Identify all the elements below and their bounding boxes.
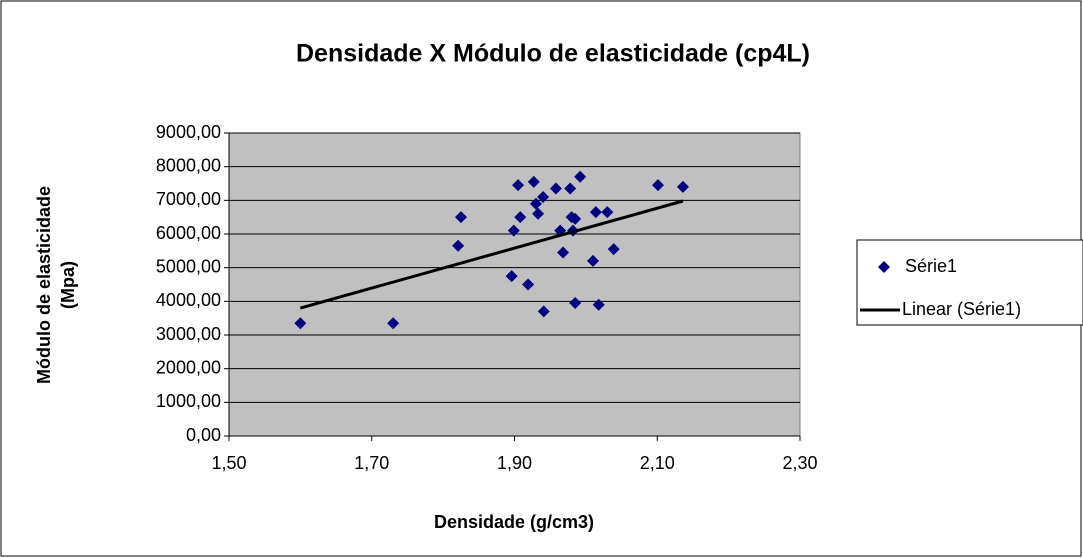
point: [676, 180, 689, 193]
y-axis-label-line: (Mpa): [58, 261, 78, 309]
legend-marker: [878, 261, 890, 273]
point: [549, 182, 562, 195]
point: [532, 207, 545, 220]
point: [607, 243, 620, 256]
point: [522, 278, 535, 291]
y-axis-label-line: Módulo de elasticidade: [34, 186, 54, 384]
y-tick-label: 6000,00: [156, 223, 221, 243]
point: [507, 224, 520, 237]
point: [505, 270, 518, 283]
plot-area: [228, 132, 801, 437]
point: [557, 246, 570, 259]
point: [564, 182, 577, 195]
point: [514, 211, 527, 224]
y-tick-label: 7000,00: [156, 189, 221, 209]
point: [454, 211, 467, 224]
point: [529, 197, 542, 210]
point: [537, 305, 550, 318]
y-tick-label: 1000,00: [156, 391, 221, 411]
y-tick-label: 5000,00: [156, 256, 221, 276]
point: [387, 317, 400, 330]
x-tick-label: 1,50: [211, 453, 246, 473]
y-axis-label: Módulo de elasticidade (Mpa): [34, 186, 78, 384]
y-tick-label: 8000,00: [156, 155, 221, 175]
point: [452, 239, 465, 252]
trend-line: [299, 199, 684, 310]
y-tick-label: 4000,00: [156, 290, 221, 310]
point: [527, 175, 540, 188]
x-tick-label: 1,70: [354, 453, 389, 473]
legend-label: Linear (Série1): [902, 299, 1021, 319]
y-tick-label: 9000,00: [156, 122, 221, 142]
point: [651, 179, 664, 192]
point: [569, 297, 582, 310]
y-tick-label: 2000,00: [156, 357, 221, 377]
point: [589, 206, 602, 219]
x-tick-label: 2,10: [640, 453, 675, 473]
point: [569, 212, 582, 225]
point: [537, 190, 550, 203]
point: [512, 179, 525, 192]
y-tick-label: 0,00: [186, 425, 221, 445]
legend-label: Série1: [905, 256, 957, 276]
y-tick-label: 3000,00: [156, 324, 221, 344]
x-tick-label: 2,30: [782, 453, 817, 473]
point: [592, 298, 605, 311]
x-axis-label: Densidade (g/cm3): [434, 512, 594, 532]
point: [574, 170, 587, 183]
chart-title: Densidade X Módulo de elasticidade (cp4L…: [296, 40, 810, 68]
point: [601, 206, 614, 219]
point: [587, 254, 600, 267]
point: [294, 317, 307, 330]
x-tick-label: 1,90: [497, 453, 532, 473]
